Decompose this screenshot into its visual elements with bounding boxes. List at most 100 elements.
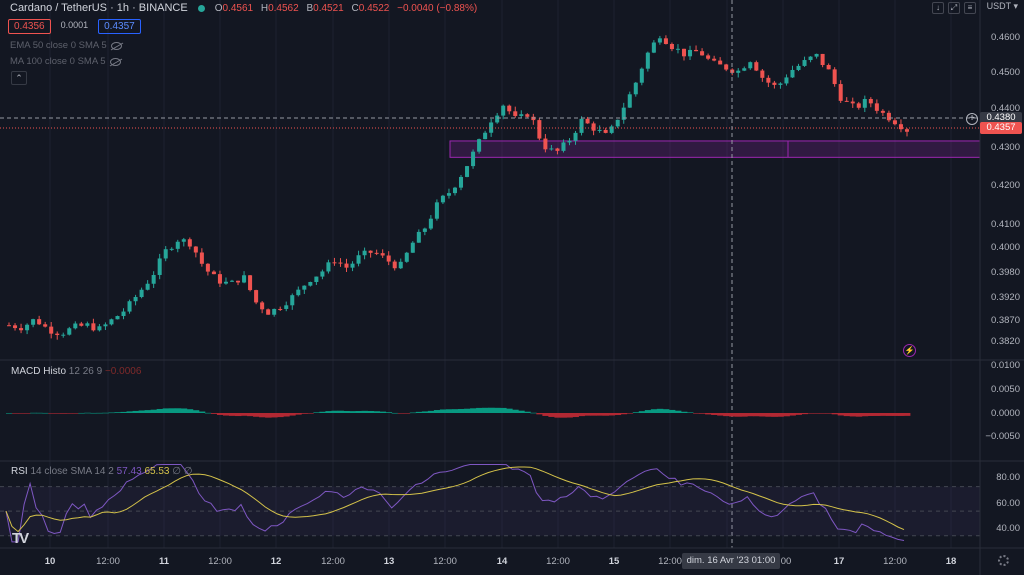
candle-body <box>49 326 54 334</box>
settings-icon[interactable]: ≡ <box>964 2 976 14</box>
candle-body <box>525 114 530 117</box>
macd-bar <box>861 413 869 417</box>
arrow-down-icon[interactable]: ↓ <box>932 2 944 14</box>
macd-bar <box>753 413 760 417</box>
hidden-eye-icon[interactable] <box>110 41 122 50</box>
candle-body <box>760 70 765 78</box>
macd-bar <box>168 408 176 413</box>
macd-bar <box>132 410 139 413</box>
candle-body <box>97 326 102 331</box>
candle-body <box>736 70 741 73</box>
candle-body <box>236 280 241 283</box>
macd-bar <box>759 413 766 417</box>
macd-bar <box>825 413 833 414</box>
macd-bar <box>192 410 200 413</box>
macd-bar <box>126 411 133 413</box>
candle-body <box>211 271 216 275</box>
crosshair-price-tag: 0.4380 <box>980 112 1022 124</box>
candle-body <box>501 105 506 116</box>
macd-bar <box>488 407 495 413</box>
macd-bar <box>295 413 302 415</box>
macd-bar <box>699 413 706 414</box>
candle-body <box>446 193 451 196</box>
candle-body <box>555 148 560 151</box>
candle-body <box>609 126 614 133</box>
macd-bar <box>614 413 622 416</box>
candle-body <box>320 271 325 277</box>
symbol-title[interactable]: Cardano / TetherUS · 1h · BINANCE <box>10 2 188 14</box>
time-axis-label: 11 <box>158 556 170 567</box>
candle-body <box>483 132 488 140</box>
candle-body <box>862 98 867 108</box>
macd-axis-label: −0.0050 <box>985 431 1020 442</box>
macd-bar <box>210 413 218 414</box>
candle-body <box>814 53 819 57</box>
candle-body <box>181 239 186 242</box>
sell-button[interactable]: 0.4356 <box>8 19 51 34</box>
macd-bar <box>711 413 718 416</box>
hidden-eye-icon[interactable] <box>109 57 121 66</box>
macd-bar <box>90 412 97 414</box>
macd-bar <box>96 412 103 414</box>
macd-bar <box>72 413 79 414</box>
candle-body <box>25 324 30 331</box>
macd-bar <box>241 413 248 416</box>
macd-bar <box>470 408 477 413</box>
candle-body <box>386 255 391 262</box>
candle-body <box>326 262 331 272</box>
macd-bar <box>602 413 610 416</box>
candle-body <box>471 151 476 167</box>
macd-legend[interactable]: MACD Histo 12 26 9 −0.0006 <box>11 366 142 377</box>
time-axis-label: 12:00 <box>321 556 345 567</box>
candle-body <box>91 323 96 331</box>
candle-body <box>61 334 66 336</box>
buy-button[interactable]: 0.4357 <box>98 19 141 34</box>
macd-bar <box>54 413 61 414</box>
candle-body <box>627 94 632 108</box>
macd-bar <box>216 413 224 415</box>
candle-body <box>633 82 638 95</box>
candle-body <box>127 301 132 312</box>
macd-bar <box>729 413 736 417</box>
price-axis-label: 0.4300 <box>990 142 1020 153</box>
macd-bar <box>24 413 31 414</box>
currency-selector[interactable]: USDT ▾ <box>986 1 1018 11</box>
macd-bar <box>385 412 393 413</box>
macd-bar <box>253 413 260 417</box>
macd-bar <box>361 410 368 413</box>
candle-body <box>754 62 759 71</box>
add-alert-icon[interactable]: + <box>966 113 978 125</box>
macd-bar <box>747 413 754 417</box>
macd-bar <box>723 413 730 417</box>
tradingview-logo[interactable]: TV <box>12 530 29 547</box>
collapse-legend-button[interactable]: ⌃ <box>11 71 27 85</box>
macd-bar <box>427 410 435 413</box>
candle-body <box>772 82 777 85</box>
macd-bar <box>855 413 863 417</box>
macd-bar <box>301 413 308 414</box>
candle-body <box>898 124 903 130</box>
macd-bar <box>379 411 387 413</box>
macd-bar <box>536 413 543 415</box>
candle-body <box>645 52 650 69</box>
macd-bar <box>277 413 284 418</box>
candle-body <box>374 252 379 254</box>
candle-body <box>284 305 289 309</box>
price-axis-label: 0.4000 <box>990 242 1020 253</box>
expand-icon[interactable]: ⤢ <box>948 2 960 14</box>
macd-bar <box>741 413 748 417</box>
macd-bar <box>433 410 441 413</box>
flash-icon[interactable]: ⚡ <box>903 344 916 357</box>
gear-icon[interactable] <box>998 555 1009 566</box>
price-axis-label: 0.4500 <box>990 67 1020 78</box>
candle-body <box>603 129 608 133</box>
last-price-tag: 0.4357 <box>980 122 1022 134</box>
indicator-ma[interactable]: MA 100 close 0 SMA 5 <box>10 56 121 67</box>
macd-bar <box>717 413 724 416</box>
indicator-ema[interactable]: EMA 50 close 0 SMA 5 <box>10 40 122 51</box>
rsi-legend[interactable]: RSI 14 close SMA 14 2 57.43 65.53 ∅ ∅ <box>11 466 193 477</box>
macd-bar <box>180 408 188 413</box>
candle-body <box>332 262 337 264</box>
